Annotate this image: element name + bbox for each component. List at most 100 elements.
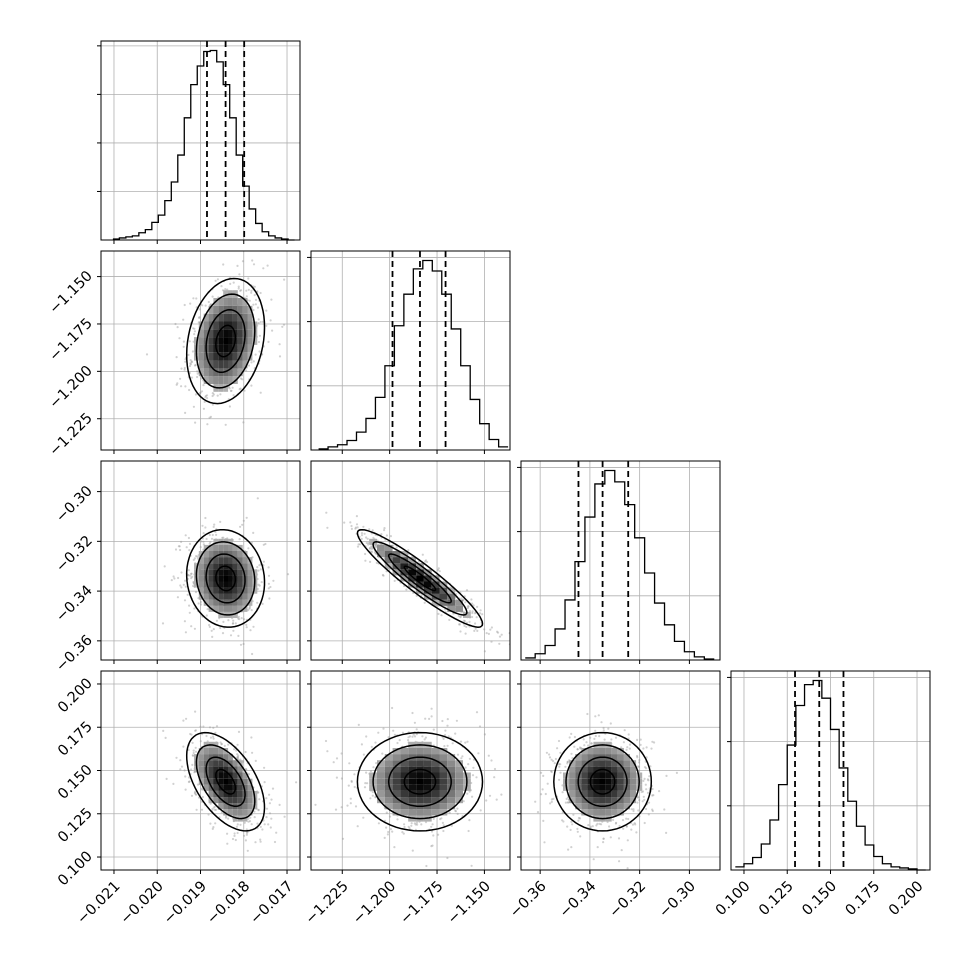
scatter-point — [454, 809, 457, 812]
scatter-point — [356, 545, 360, 548]
scatter-point — [454, 810, 457, 813]
scatter-point — [228, 385, 231, 388]
scatter-point — [665, 831, 668, 835]
density-cell — [581, 809, 588, 816]
density-cell — [237, 360, 243, 369]
scatter-point — [250, 541, 253, 544]
scatter-point — [621, 819, 625, 822]
density-cell — [431, 587, 440, 594]
scatter-point — [184, 788, 187, 791]
scatter-point — [189, 363, 192, 366]
scatter-point — [431, 823, 434, 826]
scatter-point — [571, 757, 574, 760]
scatter-point — [631, 823, 635, 826]
density-cell — [581, 766, 588, 773]
density-cell — [247, 563, 253, 570]
density-cell — [377, 772, 385, 779]
scatter-point — [194, 710, 197, 713]
scatter-point — [470, 864, 473, 867]
scatter-point — [392, 729, 395, 732]
density-cell — [247, 344, 253, 353]
scatter-point — [474, 622, 477, 625]
scatter-point — [456, 812, 459, 816]
scatter-point — [477, 752, 480, 755]
density-cell — [198, 575, 204, 582]
scatter-point — [229, 282, 232, 285]
scatter-point — [552, 797, 555, 801]
density-cell — [232, 352, 238, 361]
density-cell — [203, 587, 209, 594]
scatter-point — [651, 740, 654, 743]
contour-3 — [185, 528, 266, 628]
scatter-point — [244, 839, 247, 842]
density-cell — [223, 344, 229, 353]
scatter-point — [208, 625, 211, 629]
scatter-point — [602, 726, 605, 730]
density-cell — [218, 313, 224, 322]
scatter-point — [638, 759, 641, 762]
scatter-point — [514, 817, 516, 819]
scatter-point — [187, 569, 190, 572]
density-cell — [232, 305, 238, 314]
density-cell — [416, 760, 424, 767]
scatter-point — [180, 540, 183, 544]
histogram-step-line — [525, 469, 715, 660]
scatter-point — [194, 746, 197, 749]
scatter-point — [549, 802, 552, 805]
scatter-point — [242, 519, 245, 522]
density-cell — [455, 778, 463, 785]
y-tick-label: −1.225 — [47, 410, 96, 459]
scatter-point — [407, 825, 410, 828]
axes-frame — [310, 460, 511, 661]
scatter-point — [440, 817, 443, 820]
scatter-point — [227, 817, 230, 820]
scatter-point — [239, 525, 242, 528]
scatter-point — [602, 837, 605, 840]
scatter-point — [383, 527, 386, 530]
density-cell — [593, 754, 600, 761]
density-cell — [237, 809, 243, 816]
density-cell — [408, 581, 416, 588]
scatter-point — [212, 726, 215, 729]
density-cell — [423, 581, 432, 588]
scatter-point — [641, 800, 644, 803]
scatter-point — [189, 359, 192, 362]
scatter-point — [262, 560, 265, 563]
scatter-point — [443, 745, 446, 748]
scatter-point — [261, 320, 265, 323]
scatter-point — [618, 824, 621, 828]
scatter-point — [235, 825, 238, 828]
density-cell — [400, 766, 409, 773]
scatter-point — [365, 541, 368, 545]
density-cell — [218, 321, 224, 330]
scatter-point — [258, 350, 261, 353]
scatter-point — [465, 625, 468, 629]
scatter-point — [252, 308, 255, 312]
scatter-point — [224, 816, 228, 819]
density-cell — [203, 544, 209, 551]
scatter-point — [247, 609, 250, 612]
scatter-point — [410, 822, 413, 825]
density-cell — [228, 809, 233, 816]
density-cell — [400, 809, 409, 816]
scatter-point — [602, 841, 605, 844]
scatter-point — [566, 760, 569, 764]
density-cell — [208, 593, 214, 600]
scatter-point — [183, 769, 186, 772]
scatter-point — [462, 800, 465, 803]
density-cell — [232, 593, 238, 600]
scatter-point — [430, 830, 434, 833]
scatter-point — [441, 821, 444, 825]
scatter-point — [219, 741, 222, 744]
density-cell — [203, 321, 209, 330]
density-cell — [203, 557, 209, 564]
scatter-point — [637, 796, 640, 799]
y-tick-label: 0.150 — [55, 762, 96, 803]
scatter-point — [476, 629, 479, 633]
density-cell — [623, 772, 630, 779]
scatter-point — [642, 795, 645, 798]
density-cell — [377, 544, 385, 551]
scatter-point — [567, 801, 570, 804]
scatter-point — [550, 800, 553, 804]
